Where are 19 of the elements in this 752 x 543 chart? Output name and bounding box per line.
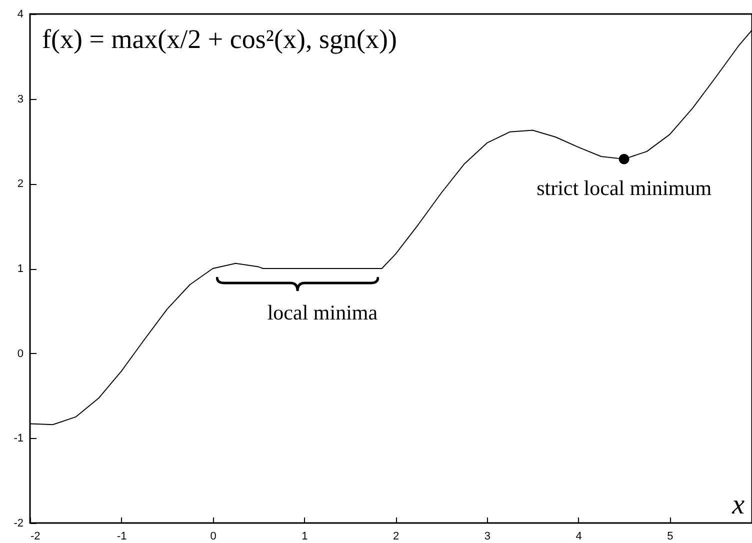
x-tick-label: 5 bbox=[667, 530, 674, 542]
x-axis-title: x bbox=[731, 490, 746, 520]
y-tick-label: 1 bbox=[17, 263, 24, 275]
x-tick-label: 2 bbox=[393, 530, 400, 542]
x-tick-label: 0 bbox=[210, 530, 216, 542]
x-tick-label: -1 bbox=[117, 530, 127, 542]
x-tick-label: -2 bbox=[30, 530, 40, 542]
annotation: strict local minimum bbox=[536, 176, 712, 200]
y-tick-label: 3 bbox=[17, 93, 24, 106]
y-tick-label: -2 bbox=[14, 518, 24, 530]
x-tick-label: 1 bbox=[302, 530, 308, 542]
x-tick-label: 4 bbox=[576, 530, 582, 542]
y-tick-label: 0 bbox=[17, 348, 24, 360]
y-tick-label: -1 bbox=[14, 432, 24, 445]
y-tick-label: 2 bbox=[17, 178, 24, 190]
chart-title: f(x) = max(x/2 + cos²(x), sgn(x)) bbox=[42, 24, 397, 54]
annotation: local minima bbox=[267, 300, 378, 324]
y-tick-label: 4 bbox=[17, 8, 24, 20]
x-tick-label: 3 bbox=[484, 530, 491, 542]
